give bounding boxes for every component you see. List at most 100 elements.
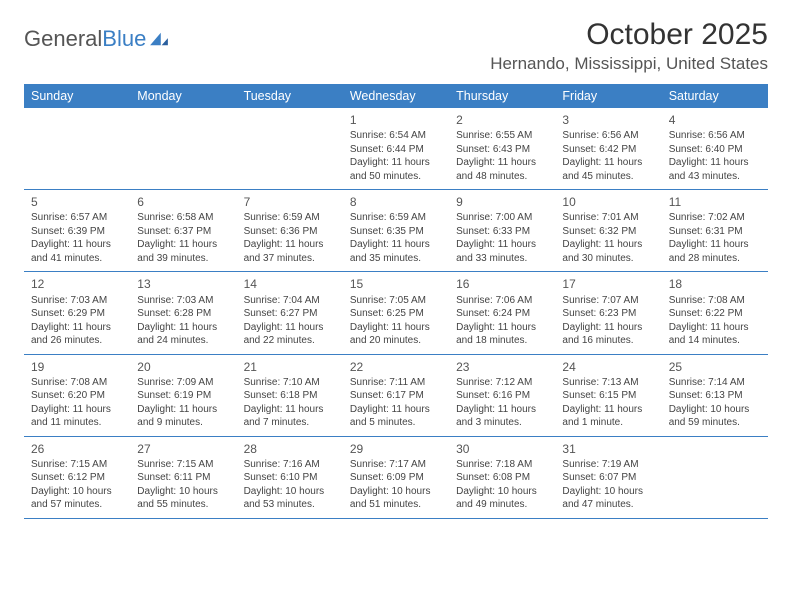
day-number: 12 (31, 276, 123, 292)
sunrise-text: Sunrise: 7:14 AM (669, 376, 761, 390)
sunrise-text: Sunrise: 7:09 AM (137, 376, 229, 390)
calendar-day-cell: 25Sunrise: 7:14 AMSunset: 6:13 PMDayligh… (662, 354, 768, 436)
calendar-day-cell: 8Sunrise: 6:59 AMSunset: 6:35 PMDaylight… (343, 190, 449, 272)
calendar-table: SundayMondayTuesdayWednesdayThursdayFrid… (24, 84, 768, 519)
sunrise-text: Sunrise: 6:57 AM (31, 211, 123, 225)
calendar-empty-cell (130, 108, 236, 190)
day-number: 31 (562, 441, 654, 457)
sunset-text: Sunset: 6:23 PM (562, 307, 654, 321)
calendar-day-cell: 24Sunrise: 7:13 AMSunset: 6:15 PMDayligh… (555, 354, 661, 436)
weekday-header: Tuesday (237, 84, 343, 108)
sunrise-text: Sunrise: 7:05 AM (350, 294, 442, 308)
daylight-text: Daylight: 11 hours and 7 minutes. (244, 403, 336, 430)
day-number: 6 (137, 194, 229, 210)
daylight-text: Daylight: 11 hours and 20 minutes. (350, 321, 442, 348)
daylight-text: Daylight: 10 hours and 51 minutes. (350, 485, 442, 512)
daylight-text: Daylight: 10 hours and 57 minutes. (31, 485, 123, 512)
daylight-text: Daylight: 11 hours and 37 minutes. (244, 238, 336, 265)
daylight-text: Daylight: 11 hours and 11 minutes. (31, 403, 123, 430)
sunset-text: Sunset: 6:29 PM (31, 307, 123, 321)
daylight-text: Daylight: 10 hours and 47 minutes. (562, 485, 654, 512)
calendar-day-cell: 30Sunrise: 7:18 AMSunset: 6:08 PMDayligh… (449, 436, 555, 518)
calendar-day-cell: 7Sunrise: 6:59 AMSunset: 6:36 PMDaylight… (237, 190, 343, 272)
weekday-header: Saturday (662, 84, 768, 108)
calendar-day-cell: 19Sunrise: 7:08 AMSunset: 6:20 PMDayligh… (24, 354, 130, 436)
day-number: 30 (456, 441, 548, 457)
day-number: 2 (456, 112, 548, 128)
calendar-day-cell: 17Sunrise: 7:07 AMSunset: 6:23 PMDayligh… (555, 272, 661, 354)
calendar-day-cell: 4Sunrise: 6:56 AMSunset: 6:40 PMDaylight… (662, 108, 768, 190)
day-number: 18 (669, 276, 761, 292)
sunset-text: Sunset: 6:17 PM (350, 389, 442, 403)
sunset-text: Sunset: 6:15 PM (562, 389, 654, 403)
calendar-day-cell: 9Sunrise: 7:00 AMSunset: 6:33 PMDaylight… (449, 190, 555, 272)
calendar-day-cell: 31Sunrise: 7:19 AMSunset: 6:07 PMDayligh… (555, 436, 661, 518)
day-number: 16 (456, 276, 548, 292)
sunrise-text: Sunrise: 7:16 AM (244, 458, 336, 472)
daylight-text: Daylight: 11 hours and 30 minutes. (562, 238, 654, 265)
calendar-day-cell: 13Sunrise: 7:03 AMSunset: 6:28 PMDayligh… (130, 272, 236, 354)
sunrise-text: Sunrise: 6:56 AM (669, 129, 761, 143)
sunrise-text: Sunrise: 7:13 AM (562, 376, 654, 390)
day-number: 21 (244, 359, 336, 375)
sunset-text: Sunset: 6:11 PM (137, 471, 229, 485)
sunset-text: Sunset: 6:40 PM (669, 143, 761, 157)
calendar-day-cell: 12Sunrise: 7:03 AMSunset: 6:29 PMDayligh… (24, 272, 130, 354)
calendar-empty-cell (237, 108, 343, 190)
title-block: October 2025 Hernando, Mississippi, Unit… (490, 18, 768, 74)
sunset-text: Sunset: 6:43 PM (456, 143, 548, 157)
weekday-header: Friday (555, 84, 661, 108)
sunrise-text: Sunrise: 7:07 AM (562, 294, 654, 308)
sunrise-text: Sunrise: 7:11 AM (350, 376, 442, 390)
daylight-text: Daylight: 11 hours and 22 minutes. (244, 321, 336, 348)
calendar-week-row: 12Sunrise: 7:03 AMSunset: 6:29 PMDayligh… (24, 272, 768, 354)
daylight-text: Daylight: 11 hours and 39 minutes. (137, 238, 229, 265)
calendar-week-row: 19Sunrise: 7:08 AMSunset: 6:20 PMDayligh… (24, 354, 768, 436)
calendar-day-cell: 3Sunrise: 6:56 AMSunset: 6:42 PMDaylight… (555, 108, 661, 190)
sunset-text: Sunset: 6:12 PM (31, 471, 123, 485)
day-number: 17 (562, 276, 654, 292)
daylight-text: Daylight: 11 hours and 50 minutes. (350, 156, 442, 183)
logo-text-1: General (24, 26, 102, 51)
sunset-text: Sunset: 6:10 PM (244, 471, 336, 485)
calendar-day-cell: 23Sunrise: 7:12 AMSunset: 6:16 PMDayligh… (449, 354, 555, 436)
day-number: 7 (244, 194, 336, 210)
sunrise-text: Sunrise: 7:08 AM (669, 294, 761, 308)
sunset-text: Sunset: 6:24 PM (456, 307, 548, 321)
calendar-body: 1Sunrise: 6:54 AMSunset: 6:44 PMDaylight… (24, 108, 768, 518)
daylight-text: Daylight: 10 hours and 59 minutes. (669, 403, 761, 430)
day-number: 10 (562, 194, 654, 210)
daylight-text: Daylight: 10 hours and 49 minutes. (456, 485, 548, 512)
calendar-week-row: 26Sunrise: 7:15 AMSunset: 6:12 PMDayligh… (24, 436, 768, 518)
sunset-text: Sunset: 6:25 PM (350, 307, 442, 321)
sunset-text: Sunset: 6:13 PM (669, 389, 761, 403)
day-number: 24 (562, 359, 654, 375)
sunset-text: Sunset: 6:44 PM (350, 143, 442, 157)
daylight-text: Daylight: 11 hours and 33 minutes. (456, 238, 548, 265)
sunset-text: Sunset: 6:28 PM (137, 307, 229, 321)
sunset-text: Sunset: 6:27 PM (244, 307, 336, 321)
daylight-text: Daylight: 11 hours and 3 minutes. (456, 403, 548, 430)
calendar-day-cell: 28Sunrise: 7:16 AMSunset: 6:10 PMDayligh… (237, 436, 343, 518)
sunrise-text: Sunrise: 7:01 AM (562, 211, 654, 225)
day-number: 22 (350, 359, 442, 375)
daylight-text: Daylight: 10 hours and 53 minutes. (244, 485, 336, 512)
daylight-text: Daylight: 11 hours and 26 minutes. (31, 321, 123, 348)
logo-text: GeneralBlue (24, 26, 146, 52)
calendar-day-cell: 15Sunrise: 7:05 AMSunset: 6:25 PMDayligh… (343, 272, 449, 354)
daylight-text: Daylight: 11 hours and 14 minutes. (669, 321, 761, 348)
calendar-empty-cell (662, 436, 768, 518)
sunrise-text: Sunrise: 6:54 AM (350, 129, 442, 143)
sunrise-text: Sunrise: 7:15 AM (31, 458, 123, 472)
weekday-header: Thursday (449, 84, 555, 108)
sunrise-text: Sunrise: 6:56 AM (562, 129, 654, 143)
sunset-text: Sunset: 6:37 PM (137, 225, 229, 239)
calendar-day-cell: 10Sunrise: 7:01 AMSunset: 6:32 PMDayligh… (555, 190, 661, 272)
calendar-day-cell: 29Sunrise: 7:17 AMSunset: 6:09 PMDayligh… (343, 436, 449, 518)
calendar-week-row: 1Sunrise: 6:54 AMSunset: 6:44 PMDaylight… (24, 108, 768, 190)
header: GeneralBlue October 2025 Hernando, Missi… (24, 18, 768, 74)
sunrise-text: Sunrise: 7:17 AM (350, 458, 442, 472)
sunset-text: Sunset: 6:16 PM (456, 389, 548, 403)
calendar-day-cell: 6Sunrise: 6:58 AMSunset: 6:37 PMDaylight… (130, 190, 236, 272)
daylight-text: Daylight: 11 hours and 9 minutes. (137, 403, 229, 430)
